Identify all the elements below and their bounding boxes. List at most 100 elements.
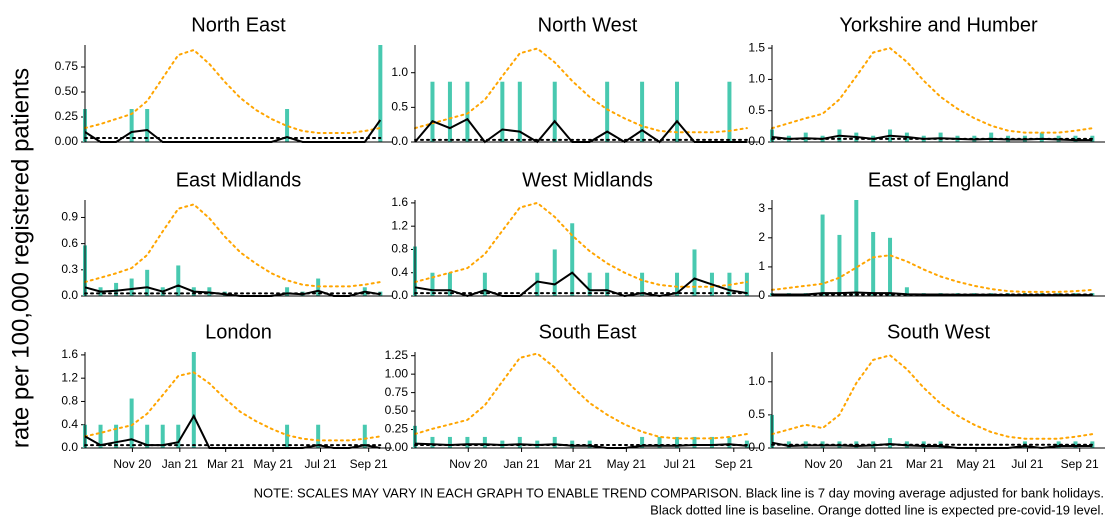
daily-spike [362, 424, 367, 448]
y-tick-label: 0.5 [748, 103, 765, 117]
x-tick-label: May 21 [607, 457, 647, 471]
x-tick-label: Mar 21 [554, 457, 592, 471]
daily-spike [129, 109, 134, 142]
y-tick-label: 0.0 [391, 134, 408, 148]
daily-spike [675, 81, 680, 142]
daily-spike [709, 436, 714, 448]
dotted-line [84, 203, 382, 288]
daily-spike [552, 436, 557, 448]
x-tick-label: Jan 21 [162, 457, 198, 471]
daily-spike [447, 272, 452, 296]
daily-spike [640, 272, 645, 296]
daily-spike [160, 424, 165, 448]
daily-spike [482, 436, 487, 448]
daily-spike [285, 287, 290, 296]
daily-spike [1056, 441, 1061, 448]
y-tick-label: 0.8 [61, 394, 78, 408]
average-line [771, 134, 1093, 142]
y-tick-label: 0.9 [61, 210, 78, 224]
y-tick-label: 1.0 [748, 374, 765, 388]
daily-spike [176, 265, 181, 296]
panel-title: London [205, 321, 272, 343]
dotted-line [771, 47, 1094, 134]
panel-title: North West [538, 14, 638, 36]
y-tick-label: 1.6 [391, 195, 408, 209]
daily-spike [1073, 441, 1078, 448]
y-tick-label: 0.00 [55, 134, 79, 148]
daily-spike [430, 436, 435, 448]
y-tick-label: 0.3 [61, 262, 78, 276]
panel-title: Yorkshire and Humber [839, 14, 1038, 36]
daily-spike [145, 269, 150, 296]
x-tick-label: Sep 21 [1061, 457, 1099, 471]
y-tick-label: 0.25 [385, 422, 409, 436]
daily-spike [1073, 135, 1078, 142]
daily-spike [904, 287, 909, 296]
daily-spike [482, 272, 487, 296]
y-tick-label: 0.5 [748, 407, 765, 421]
x-tick-label: Nov 20 [113, 457, 151, 471]
average-line [414, 271, 748, 298]
y-tick-label: 0.0 [748, 134, 765, 148]
dotted-line [771, 354, 1094, 440]
y-tick-label: 0.75 [55, 59, 79, 73]
average-line [414, 117, 747, 144]
daily-spike [570, 223, 575, 296]
y-tick-label: 0.0 [748, 440, 765, 454]
daily-spike [447, 436, 452, 448]
x-tick-label: Nov 20 [804, 457, 842, 471]
note: NOTE: SCALES MAY VARY IN EACH GRAPH TO E… [254, 485, 1104, 500]
dotted-line [771, 254, 1094, 293]
daily-spike [675, 272, 680, 296]
y-tick-label: 1.25 [385, 348, 409, 362]
daily-spike [657, 436, 662, 448]
daily-spike [129, 278, 134, 296]
y-tick-label: 0.0 [61, 288, 78, 302]
daily-spike [692, 436, 697, 448]
daily-spike [430, 81, 435, 142]
daily-spike [786, 441, 791, 448]
y-tick-label: 1.2 [61, 370, 78, 384]
x-tick-label: May 21 [253, 457, 293, 471]
daily-spike [989, 132, 994, 142]
y-tick-label: 0.5 [391, 100, 408, 114]
y-tick-label: 1.5 [748, 40, 765, 54]
x-tick-label: Nov 20 [449, 457, 487, 471]
daily-spike [191, 352, 196, 448]
average-line [414, 442, 747, 449]
y-tick-label: 0.4 [391, 265, 408, 279]
daily-spike [640, 81, 645, 142]
daily-spike [114, 282, 119, 296]
daily-spike [675, 436, 680, 448]
daily-spike [640, 436, 645, 448]
daily-spike [692, 249, 697, 296]
y-tick-label: 1.0 [391, 65, 408, 79]
y-tick-label: 0.0 [61, 440, 78, 454]
x-tick-label: Jul 21 [304, 457, 336, 471]
y-axis-label: rate per 100,000 registered patients [7, 68, 34, 448]
daily-spike [744, 272, 749, 296]
x-tick-label: Sep 21 [350, 457, 388, 471]
y-tick-label: 0.25 [55, 109, 79, 123]
y-tick-label: 1.6 [61, 347, 78, 361]
daily-spike [517, 81, 522, 142]
daily-spike [430, 272, 435, 296]
y-tick-label: 0 [758, 288, 765, 302]
average-line [84, 284, 381, 297]
daily-spike [114, 424, 119, 448]
daily-spike [465, 436, 470, 448]
y-tick-label: 0.50 [55, 84, 79, 98]
x-tick-label: Jul 21 [1011, 457, 1043, 471]
y-tick-label: 3 [758, 201, 765, 215]
daily-spike [837, 234, 842, 296]
x-tick-label: Jan 21 [504, 457, 540, 471]
panel-title: West Midlands [522, 169, 653, 191]
daily-spike [285, 424, 290, 448]
y-tick-label: 2 [758, 230, 765, 244]
daily-spike [1039, 132, 1044, 142]
daily-spike [552, 249, 557, 296]
y-tick-label: 1.0 [748, 72, 765, 86]
dotted-line [84, 48, 382, 134]
daily-spike [854, 200, 859, 296]
y-tick-label: 0.6 [61, 236, 78, 250]
